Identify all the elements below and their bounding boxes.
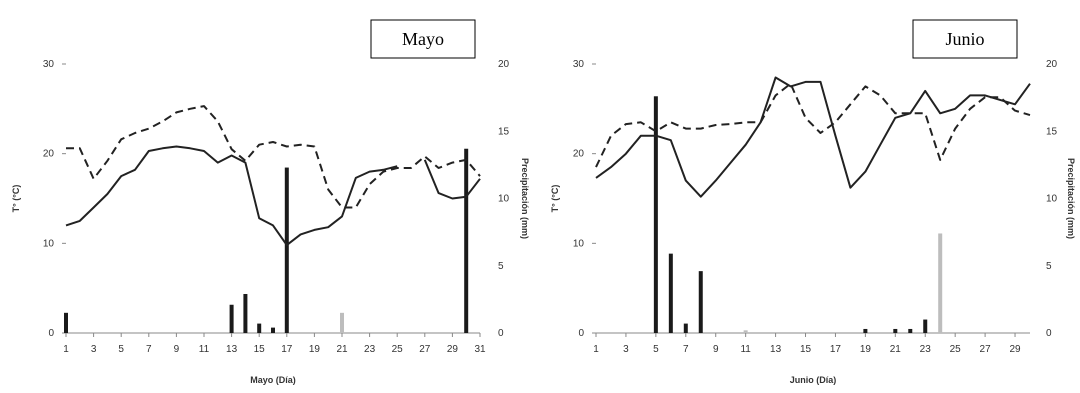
precip-bar <box>464 148 469 333</box>
x-tick-label: 15 <box>800 344 812 355</box>
y2-tick-label: 10 <box>1046 194 1058 205</box>
x-axis-title: Junio (Día) <box>790 375 837 385</box>
precip-bar <box>653 96 658 333</box>
x-tick-label: 17 <box>830 344 842 355</box>
precip-bar <box>64 312 68 333</box>
x-tick-label: 25 <box>950 344 962 355</box>
y-tick-label: 0 <box>578 328 584 339</box>
x-axis-title: Mayo (Día) <box>250 375 296 385</box>
precip-bar <box>743 330 748 333</box>
x-tick-label: 13 <box>226 344 238 355</box>
solid-series-line <box>595 76 1031 198</box>
x-tick-label: 11 <box>740 344 751 355</box>
solid-series-line <box>65 145 481 247</box>
y-tick-label: 10 <box>43 238 55 249</box>
month-title-label: Junio <box>945 29 984 49</box>
x-tick-label: 5 <box>653 344 659 355</box>
x-tick-label: 3 <box>623 344 629 355</box>
y2-axis-title: Precipitación (mm) <box>520 158 530 239</box>
precip-bar <box>271 327 275 333</box>
x-tick-label: 1 <box>63 344 69 355</box>
y2-tick-label: 0 <box>498 328 504 339</box>
x-tick-label: 27 <box>419 344 431 355</box>
x-tick-label: 29 <box>447 344 459 355</box>
y2-tick-label: 20 <box>498 59 510 70</box>
y-axis-title: T° (°C) <box>11 185 21 213</box>
precip-bar <box>340 312 344 333</box>
precip-bar <box>683 323 688 333</box>
x-tick-label: 31 <box>474 344 486 355</box>
x-tick-label: 17 <box>281 344 293 355</box>
x-tick-label: 15 <box>254 344 266 355</box>
precip-bar <box>893 328 898 333</box>
y2-tick-label: 5 <box>1046 261 1052 272</box>
y2-tick-label: 15 <box>498 126 510 137</box>
precip-bar <box>698 271 703 333</box>
x-tick-label: 19 <box>309 344 321 355</box>
precip-bar <box>229 304 234 333</box>
x-tick-label: 19 <box>860 344 872 355</box>
y-tick-label: 10 <box>573 238 585 249</box>
precip-bar <box>257 323 262 333</box>
precip-bar <box>243 293 248 333</box>
month-title-box <box>370 19 476 59</box>
y2-tick-label: 5 <box>498 261 504 272</box>
x-tick-label: 7 <box>683 344 689 355</box>
precip-bar <box>284 167 289 333</box>
x-tick-label: 23 <box>920 344 932 355</box>
dashed-series-line <box>66 105 481 209</box>
x-tick-label: 25 <box>392 344 404 355</box>
precip-bar <box>668 253 673 333</box>
y2-tick-label: 15 <box>1046 126 1058 137</box>
precip-bar <box>923 319 928 333</box>
y2-axis-title: Precipitación (mm) <box>1066 158 1076 239</box>
y-tick-label: 30 <box>573 59 585 70</box>
y-tick-label: 30 <box>43 59 55 70</box>
precip-bar <box>863 328 868 333</box>
y-tick-label: 0 <box>48 328 54 339</box>
dashed-series-line <box>595 82 1031 168</box>
y2-tick-label: 0 <box>1046 328 1052 339</box>
x-tick-label: 7 <box>146 344 152 355</box>
month-title-label: Mayo <box>402 29 444 49</box>
x-tick-label: 1 <box>593 344 599 355</box>
x-tick-label: 23 <box>364 344 376 355</box>
month-title-box <box>912 19 1018 59</box>
y2-tick-label: 20 <box>1046 59 1058 70</box>
precip-bar <box>938 233 943 333</box>
x-tick-label: 9 <box>174 344 180 355</box>
x-tick-label: 3 <box>91 344 97 355</box>
precip-bar <box>908 328 913 333</box>
y2-tick-label: 10 <box>498 194 510 205</box>
x-tick-label: 21 <box>890 344 902 355</box>
x-tick-label: 29 <box>1009 344 1021 355</box>
x-tick-label: 13 <box>770 344 782 355</box>
x-tick-label: 9 <box>713 344 719 355</box>
y-axis-title: T° (°C) <box>550 185 560 213</box>
x-tick-label: 21 <box>336 344 348 355</box>
x-tick-label: 11 <box>199 344 210 355</box>
x-tick-label: 5 <box>118 344 124 355</box>
y-tick-label: 20 <box>573 149 585 160</box>
x-tick-label: 27 <box>980 344 992 355</box>
y-tick-label: 20 <box>43 149 55 160</box>
